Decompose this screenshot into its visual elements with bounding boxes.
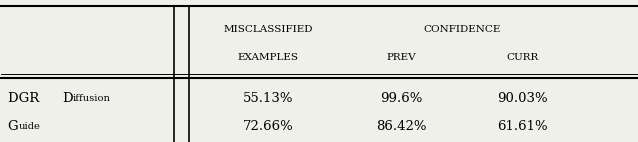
Text: 99.6%: 99.6% [380, 92, 423, 105]
Text: uide: uide [19, 122, 40, 131]
Text: 61.61%: 61.61% [497, 120, 547, 133]
Text: G: G [8, 120, 19, 133]
Text: DGR: DGR [8, 92, 43, 105]
Text: iffusion: iffusion [73, 94, 110, 103]
Text: 90.03%: 90.03% [497, 92, 547, 105]
Text: 72.66%: 72.66% [243, 120, 293, 133]
Text: D: D [62, 92, 72, 105]
Text: EXAMPLES: EXAMPLES [238, 53, 299, 62]
Text: CURR: CURR [506, 53, 538, 62]
Text: 55.13%: 55.13% [243, 92, 293, 105]
Text: PREV: PREV [387, 53, 417, 62]
Text: 86.42%: 86.42% [376, 120, 427, 133]
Text: CONFIDENCE: CONFIDENCE [423, 25, 501, 34]
Text: MISCLASSIFIED: MISCLASSIFIED [223, 25, 313, 34]
